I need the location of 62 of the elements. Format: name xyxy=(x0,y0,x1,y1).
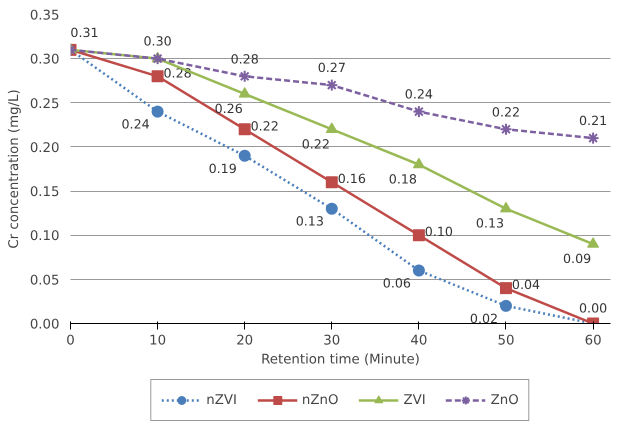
data-label: 0.02 xyxy=(470,310,498,326)
data-label: 0.24 xyxy=(404,86,433,102)
y-tick-label: 0.35 xyxy=(30,8,60,24)
data-label: 0.26 xyxy=(214,100,243,116)
point xyxy=(412,105,426,118)
point xyxy=(499,122,512,136)
point xyxy=(586,132,600,145)
legend-label: ZVI xyxy=(403,392,426,408)
data-label: 0.00 xyxy=(578,300,608,316)
point xyxy=(238,150,251,162)
data-label: 0.06 xyxy=(382,276,411,291)
legend-label: ZnO xyxy=(490,392,519,408)
point xyxy=(326,176,338,188)
data-label: 0.22 xyxy=(302,136,330,152)
point xyxy=(500,282,512,294)
x-tick-label: 10 xyxy=(149,334,166,348)
data-label: 0.22 xyxy=(492,104,520,120)
point xyxy=(412,264,425,277)
x-tick-label: 60 xyxy=(584,334,602,348)
y-tick-label: 0.25 xyxy=(30,96,60,112)
data-label: 0.16 xyxy=(338,171,366,186)
data-label: 0.13 xyxy=(476,216,504,231)
data-label: 0.22 xyxy=(250,118,279,134)
point xyxy=(412,158,425,168)
y-tick-label: 0.15 xyxy=(30,185,60,200)
data-label: 0.30 xyxy=(144,34,172,49)
point xyxy=(412,229,425,242)
point xyxy=(151,52,164,66)
point xyxy=(152,70,164,82)
data-label: 0.19 xyxy=(208,160,237,176)
x-tick-label: 30 xyxy=(323,334,340,348)
x-axis-title: Retention time (Minute) xyxy=(261,352,420,368)
data-label: 0.09 xyxy=(562,251,592,266)
data-label: 0.18 xyxy=(388,172,417,187)
y-axis-title: Cr concentration (mg/L) xyxy=(6,89,22,249)
data-label: 0.31 xyxy=(70,24,99,40)
data-label: 0.10 xyxy=(424,224,453,240)
data-label: 0.21 xyxy=(578,113,608,128)
y-tick-label: 0.05 xyxy=(30,273,60,288)
legend-label: nZnO xyxy=(302,392,338,408)
point xyxy=(238,87,251,98)
y-tick-label: 0.00 xyxy=(30,318,60,332)
point xyxy=(500,300,512,312)
legend-label: nZVI xyxy=(206,392,237,408)
data-label: 0.27 xyxy=(318,60,346,76)
point xyxy=(326,202,338,215)
point xyxy=(152,106,164,118)
x-tick-label: 40 xyxy=(410,334,428,348)
data-label: 0.04 xyxy=(512,277,540,292)
y-tick-label: 0.30 xyxy=(30,52,60,68)
data-label: 0.24 xyxy=(122,116,150,132)
x-tick-label: 20 xyxy=(236,334,254,348)
point xyxy=(238,123,251,136)
point xyxy=(238,70,252,83)
x-tick-label: 0 xyxy=(66,334,75,348)
y-tick-label: 0.20 xyxy=(30,140,60,156)
point xyxy=(325,78,338,92)
y-tick-label: 0.10 xyxy=(30,229,60,244)
point xyxy=(587,237,600,248)
x-tick-label: 50 xyxy=(498,334,514,348)
data-label: 0.13 xyxy=(296,214,324,229)
data-label: 0.28 xyxy=(230,51,259,66)
